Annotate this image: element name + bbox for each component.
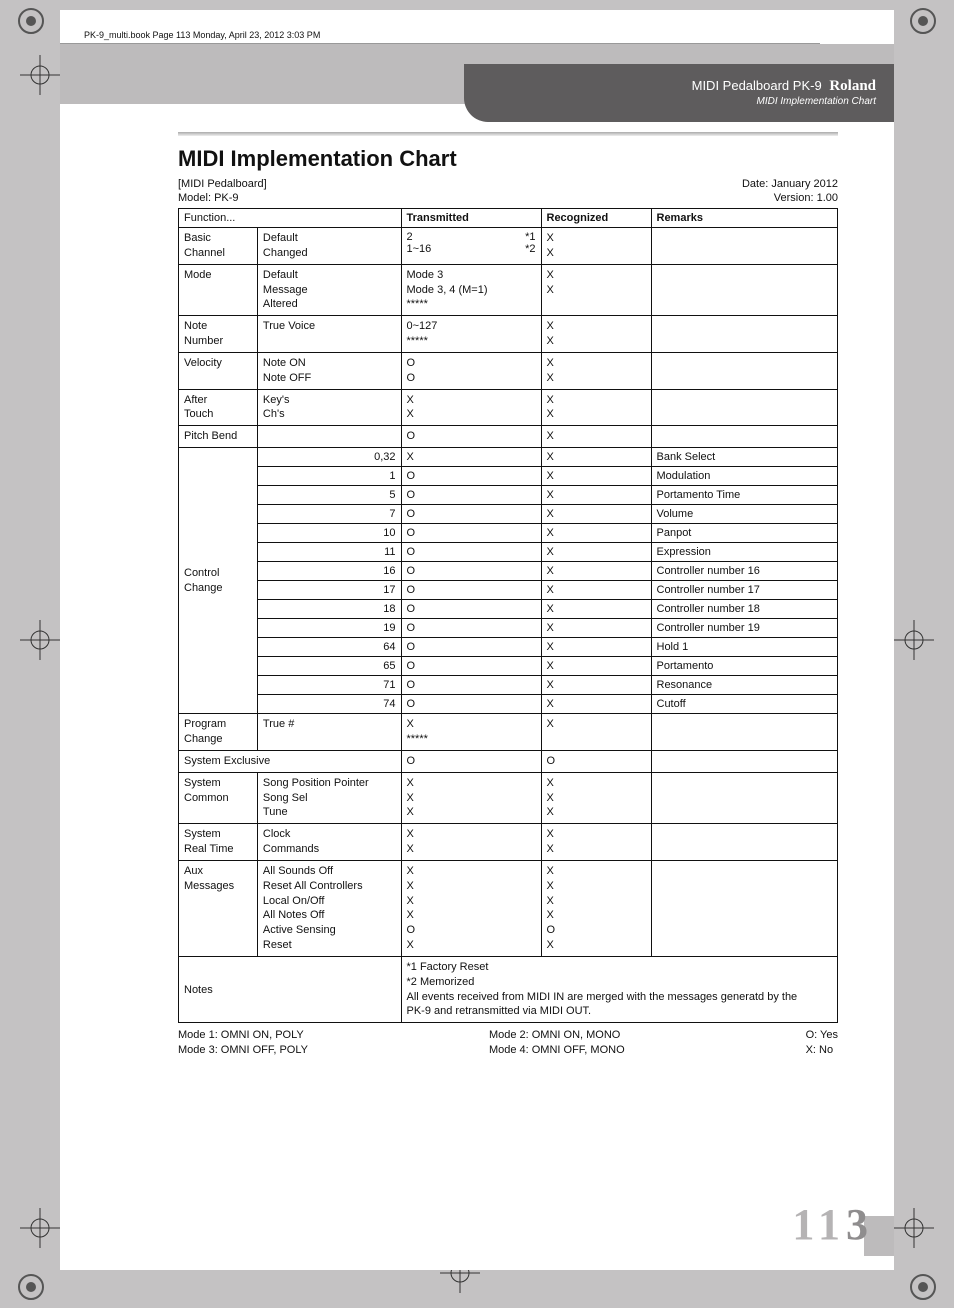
col-function: Function... — [179, 209, 402, 228]
product-name: MIDI Pedalboard PK-9 — [692, 78, 822, 93]
page: PK-9_multi.book Page 113 Monday, April 2… — [60, 10, 894, 1270]
table-row: AuxMessagesAll Sounds OffReset All Contr… — [179, 860, 838, 956]
footer-right: O: YesX: No — [806, 1028, 838, 1058]
crop-mark-icon — [20, 620, 60, 665]
book-tag: PK-9_multi.book Page 113 Monday, April 2… — [84, 30, 320, 40]
table-row: System ExclusiveOO — [179, 750, 838, 772]
meta-left-1: [MIDI Pedalboard] — [178, 178, 267, 190]
col-transmitted: Transmitted — [401, 209, 541, 228]
print-reg-icon — [16, 6, 46, 36]
table-row: SystemReal TimeClockCommandsXXXX — [179, 824, 838, 861]
table-row: NoteNumberTrue Voice0~127*****XX — [179, 316, 838, 353]
table-row: Pitch BendOX — [179, 426, 838, 448]
table-row: ProgramChangeTrue #X*****X — [179, 714, 838, 751]
print-reg-icon — [16, 1272, 46, 1302]
meta-right-2: Version: 1.00 — [774, 192, 838, 204]
col-recognized: Recognized — [541, 209, 651, 228]
table-row: VelocityNote ONNote OFFOOXX — [179, 352, 838, 389]
table-row-notes: Notes*1 Factory Reset*2 MemorizedAll eve… — [179, 956, 838, 1022]
header-tab: MIDI Pedalboard PK-9 Roland MIDI Impleme… — [464, 64, 894, 122]
table-row: SystemCommonSong Position PointerSong Se… — [179, 772, 838, 824]
crop-mark-icon — [20, 1208, 60, 1253]
content: MIDI Implementation Chart [MIDI Pedalboa… — [178, 132, 838, 1058]
page-number: 113 — [792, 1199, 874, 1250]
table-header-row: Function... Transmitted Recognized Remar… — [179, 209, 838, 228]
crop-mark-icon — [894, 1208, 934, 1253]
col-remarks: Remarks — [651, 209, 838, 228]
crop-mark-icon — [20, 55, 60, 100]
footer-mid: Mode 2: OMNI ON, MONOMode 4: OMNI OFF, M… — [489, 1028, 625, 1058]
print-reg-icon — [908, 6, 938, 36]
footer-left: Mode 1: OMNI ON, POLYMode 3: OMNI OFF, P… — [178, 1028, 308, 1058]
midi-chart-table: Function... Transmitted Recognized Remar… — [178, 208, 838, 1023]
table-row: BasicChannelDefaultChanged2*11~16*2XX — [179, 228, 838, 265]
doc-subtitle: MIDI Implementation Chart — [464, 96, 876, 107]
content-rule — [178, 132, 838, 136]
meta-right-1: Date: January 2012 — [742, 178, 838, 190]
table-row: AfterTouchKey'sCh'sXXXX — [179, 389, 838, 426]
meta-left-2: Model: PK-9 — [178, 192, 239, 204]
print-reg-icon — [908, 1272, 938, 1302]
table-row-cc: ControlChange0,3215710111617181964657174… — [179, 448, 838, 714]
table-row: ModeDefaultMessageAlteredMode 3Mode 3, 4… — [179, 264, 838, 316]
footer-modes: Mode 1: OMNI ON, POLYMode 3: OMNI OFF, P… — [178, 1028, 838, 1058]
page-title: MIDI Implementation Chart — [178, 146, 838, 172]
crop-mark-icon — [894, 620, 934, 665]
brand-name: Roland — [829, 78, 876, 94]
